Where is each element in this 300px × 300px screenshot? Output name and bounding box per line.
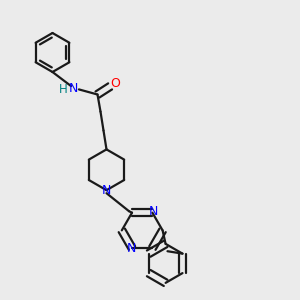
Text: N: N [149,205,159,218]
Text: N: N [126,242,136,255]
Text: N: N [69,82,78,95]
Text: O: O [111,76,120,90]
Text: H: H [59,83,68,96]
Text: N: N [102,184,111,197]
